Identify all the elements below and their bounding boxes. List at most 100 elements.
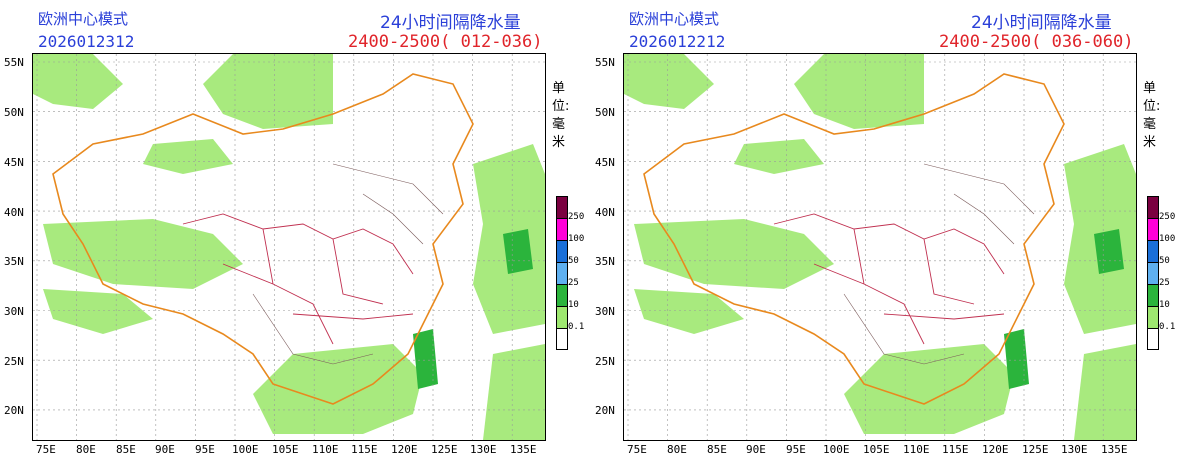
lat-label: 20N — [4, 404, 24, 417]
legend-level: 50 — [568, 256, 579, 266]
legend-level: 25 — [568, 278, 579, 288]
legend-swatch — [1147, 306, 1159, 328]
lon-label: 100E — [232, 443, 259, 456]
precip-area — [143, 139, 233, 174]
county-lines — [843, 163, 1035, 365]
legend-swatch — [1147, 240, 1159, 262]
legend-level: 25 — [1159, 278, 1170, 288]
init-date: 2026012312 — [38, 32, 135, 51]
province-lines — [773, 213, 1005, 345]
lon-label: 80E — [667, 443, 687, 456]
legend-level: 100 — [1159, 234, 1176, 244]
precip-area — [624, 54, 714, 109]
lat-label: 40N — [4, 206, 24, 219]
forecast-range: 2400-2500( 036-060) — [939, 32, 1134, 52]
legend-swatch — [556, 284, 568, 306]
lon-label: 85E — [707, 443, 727, 456]
county-lines — [252, 163, 444, 365]
unit-label: 单位: 毫米 — [552, 81, 570, 150]
lon-label: 95E — [195, 443, 215, 456]
lat-label: 35N — [4, 255, 24, 268]
lon-label: 95E — [786, 443, 806, 456]
legend-level: 10 — [1159, 300, 1170, 310]
legend-swatch — [556, 262, 568, 284]
legend-level: 10 — [568, 300, 579, 310]
lat-label: 35N — [595, 255, 615, 268]
precip-heavy-area — [1004, 329, 1029, 389]
map-canvas — [33, 54, 545, 440]
lon-label: 105E — [863, 443, 890, 456]
lon-label: 85E — [116, 443, 136, 456]
precip-area — [43, 219, 243, 289]
precip-area — [734, 139, 824, 174]
precip-area — [794, 54, 924, 129]
lon-label: 110E — [312, 443, 339, 456]
map-canvas — [624, 54, 1136, 440]
lat-label: 25N — [595, 355, 615, 368]
lon-label: 125E — [1022, 443, 1049, 456]
precip-map — [623, 53, 1137, 441]
lat-label: 50N — [4, 106, 24, 119]
precip-area — [1074, 344, 1136, 440]
lon-label: 105E — [272, 443, 299, 456]
precip-area — [33, 54, 123, 109]
precip-area — [43, 289, 153, 334]
legend-level: 250 — [568, 212, 585, 222]
unit-label: 单位: 毫米 — [1143, 81, 1161, 150]
lat-label: 55N — [595, 56, 615, 69]
legend-swatch — [556, 218, 568, 240]
lat-label: 45N — [595, 156, 615, 169]
lon-label: 100E — [823, 443, 850, 456]
lon-label: 135E — [510, 443, 537, 456]
lon-label: 120E — [391, 443, 418, 456]
lat-label: 30N — [595, 305, 615, 318]
legend-swatch — [1147, 218, 1159, 240]
province-lines — [182, 213, 414, 345]
legend-swatch — [556, 240, 568, 262]
legend-swatch — [556, 196, 568, 218]
lon-label: 75E — [627, 443, 647, 456]
precip-area — [253, 344, 423, 434]
color-legend — [556, 196, 568, 350]
lat-label: 50N — [595, 106, 615, 119]
lat-label: 45N — [4, 156, 24, 169]
legend-swatch — [556, 328, 568, 350]
precip-area — [634, 289, 744, 334]
panel-right: 欧洲中心模式 2026012212 24小时间隔降水量 2400-2500( 0… — [591, 0, 1182, 465]
precip-area — [483, 344, 545, 440]
lon-label: 110E — [903, 443, 930, 456]
lon-label: 90E — [155, 443, 175, 456]
precip-heavy-area — [503, 229, 533, 274]
legend-swatch — [1147, 328, 1159, 350]
lon-label: 115E — [942, 443, 969, 456]
precip-area — [634, 219, 834, 289]
init-date: 2026012212 — [629, 32, 726, 51]
lon-label: 80E — [76, 443, 96, 456]
lon-label: 75E — [36, 443, 56, 456]
lon-label: 135E — [1101, 443, 1128, 456]
model-title: 欧洲中心模式 — [629, 10, 720, 28]
precip-area — [844, 344, 1014, 434]
precip-heavy-area — [413, 329, 438, 389]
panel-left: 欧洲中心模式 2026012312 24小时间隔降水量 2400-2500( 0… — [4, 10, 585, 456]
national-boundary — [643, 73, 1065, 405]
precip-area — [203, 54, 333, 129]
legend-swatch — [556, 306, 568, 328]
lon-label: 90E — [746, 443, 766, 456]
legend-level: 0.1 — [568, 322, 585, 332]
lon-label: 130E — [1061, 443, 1088, 456]
legend-level: 250 — [1159, 212, 1176, 222]
precip-heavy-area — [1094, 229, 1124, 274]
national-boundary — [52, 73, 474, 405]
variable-title: 24小时间隔降水量 — [380, 13, 521, 33]
lat-label: 20N — [595, 404, 615, 417]
precip-map — [32, 53, 546, 441]
legend-level: 0.1 — [1159, 322, 1176, 332]
forecast-range: 2400-2500( 012-036) — [348, 32, 543, 52]
lon-label: 130E — [470, 443, 497, 456]
variable-title: 24小时间隔降水量 — [971, 13, 1112, 33]
lat-label: 25N — [4, 355, 24, 368]
lat-label: 40N — [595, 206, 615, 219]
lon-label: 120E — [982, 443, 1009, 456]
lat-label: 30N — [4, 305, 24, 318]
